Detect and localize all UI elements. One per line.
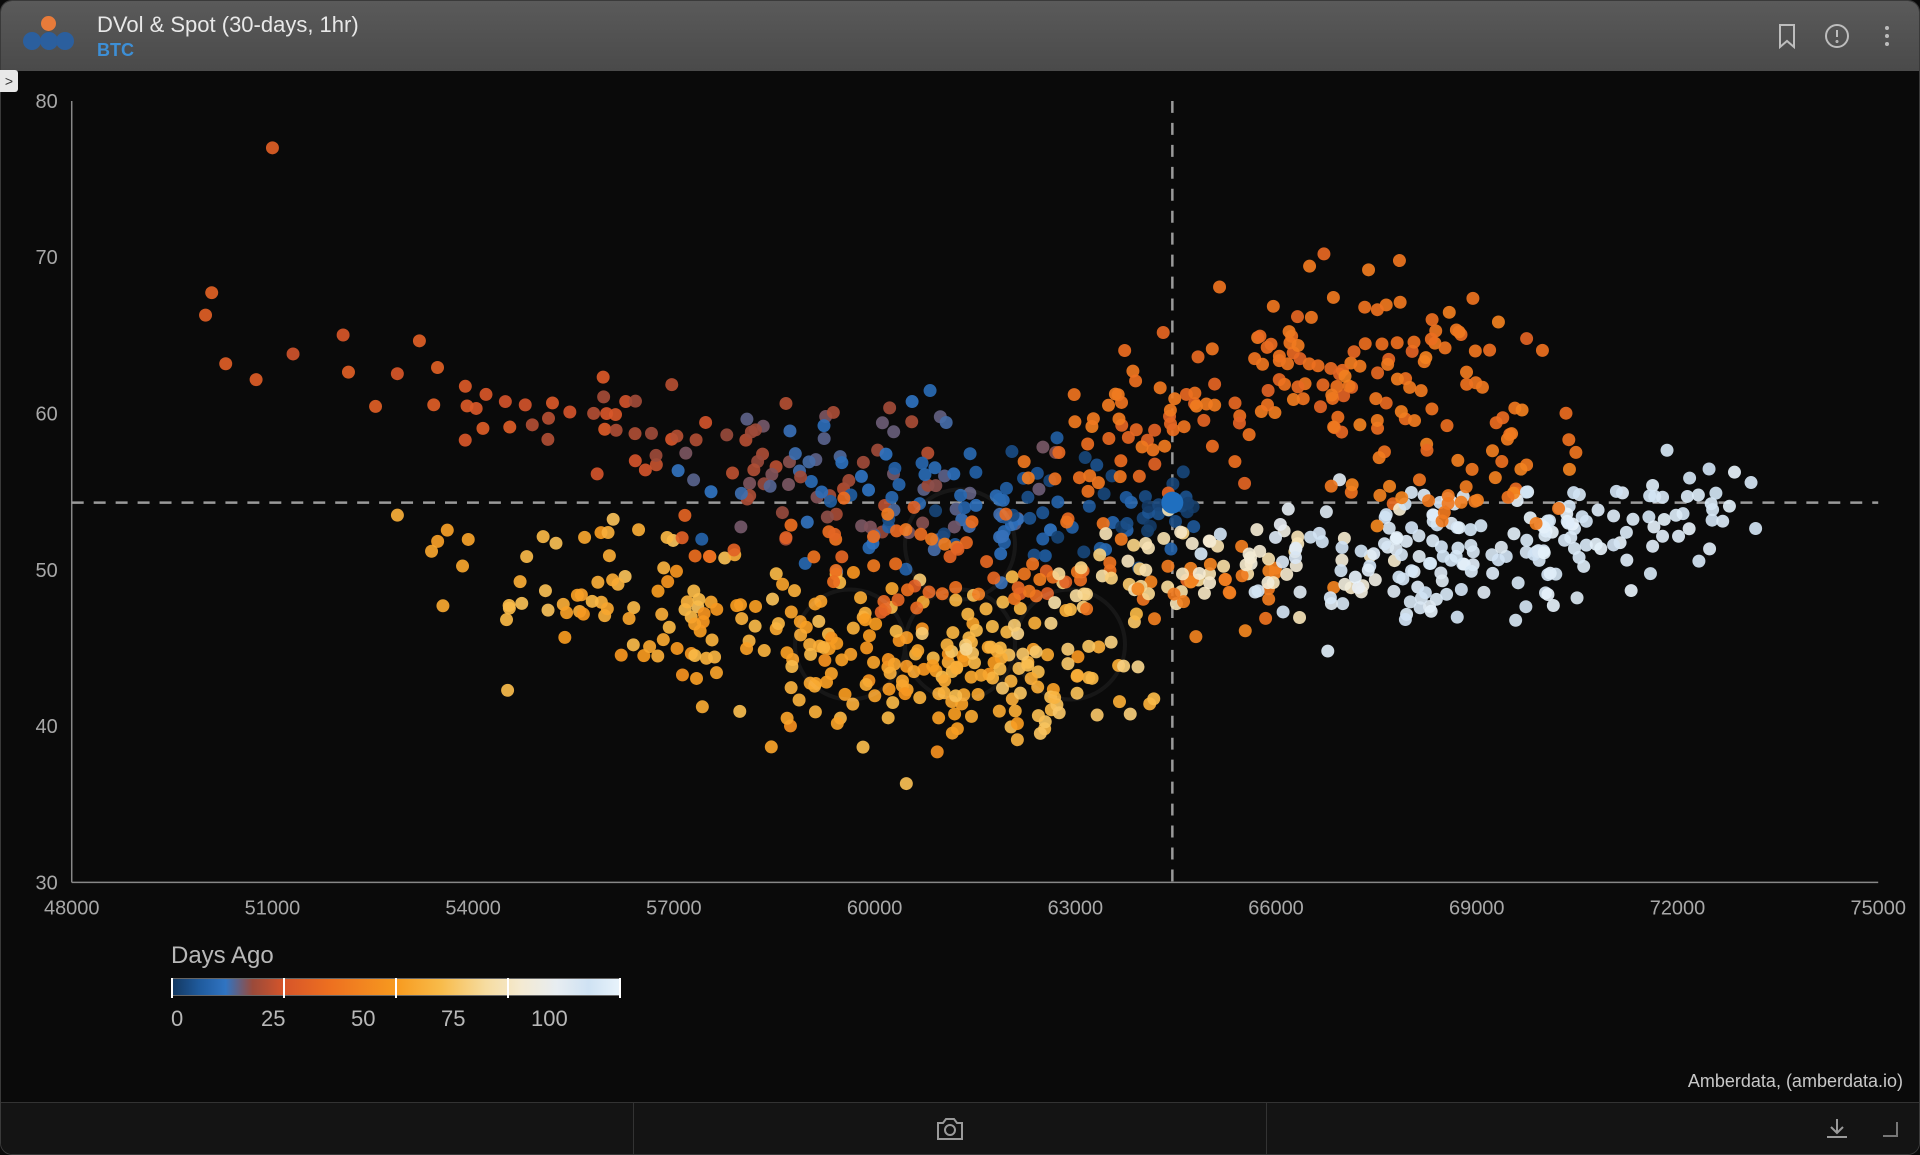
download-icon [1823,1116,1851,1142]
svg-text:50: 50 [36,560,58,582]
svg-text:40: 40 [36,716,58,738]
svg-text:63000: 63000 [1048,897,1104,919]
bookmark-icon[interactable] [1773,22,1801,50]
svg-text:80: 80 [36,91,58,113]
svg-text:60000: 60000 [847,897,903,919]
camera-icon [935,1116,965,1142]
chart-subtitle: BTC [97,39,359,62]
svg-text:66000: 66000 [1248,897,1304,919]
chart-title: DVol & Spot (30-days, 1hr) [97,11,359,39]
svg-text:75000: 75000 [1850,897,1906,919]
svg-text:30: 30 [36,872,58,894]
svg-text:60: 60 [36,404,58,426]
more-menu-icon[interactable] [1873,22,1901,50]
title-block: DVol & Spot (30-days, 1hr) BTC [97,11,359,61]
resize-corner-icon[interactable] [1881,1120,1899,1138]
footer-toolbar [1,1102,1919,1154]
svg-text:51000: 51000 [245,897,301,919]
svg-text:72000: 72000 [1650,897,1706,919]
legend-gradient-bar [171,978,621,996]
svg-text:57000: 57000 [646,897,702,919]
brand-logo-icon [21,20,77,60]
chart-area[interactable]: 30 40 50 60 70 80 48000 51000 54000 57000 60000 630… [1,71,1919,1102]
expand-panel-toggle[interactable]: > [0,70,18,92]
svg-text:69000: 69000 [1449,897,1505,919]
svg-text:48000: 48000 [44,897,100,919]
attribution-text: Amberdata, (amberdata.io) [1688,1071,1903,1092]
header-bar: DVol & Spot (30-days, 1hr) BTC [1,1,1919,71]
svg-text:70: 70 [36,247,58,269]
legend-title: Days Ago [171,942,621,970]
svg-text:54000: 54000 [445,897,501,919]
legend-ticks: 0255075100 [171,1006,621,1032]
screenshot-button[interactable] [634,1103,1267,1154]
alert-icon[interactable] [1823,22,1851,50]
footer-cell-empty[interactable] [1,1103,634,1154]
color-legend: Days Ago 0255075100 [171,942,621,1032]
chart-window: DVol & Spot (30-days, 1hr) BTC > 30 40 50 6… [0,0,1920,1155]
download-button[interactable] [1267,1103,1919,1154]
